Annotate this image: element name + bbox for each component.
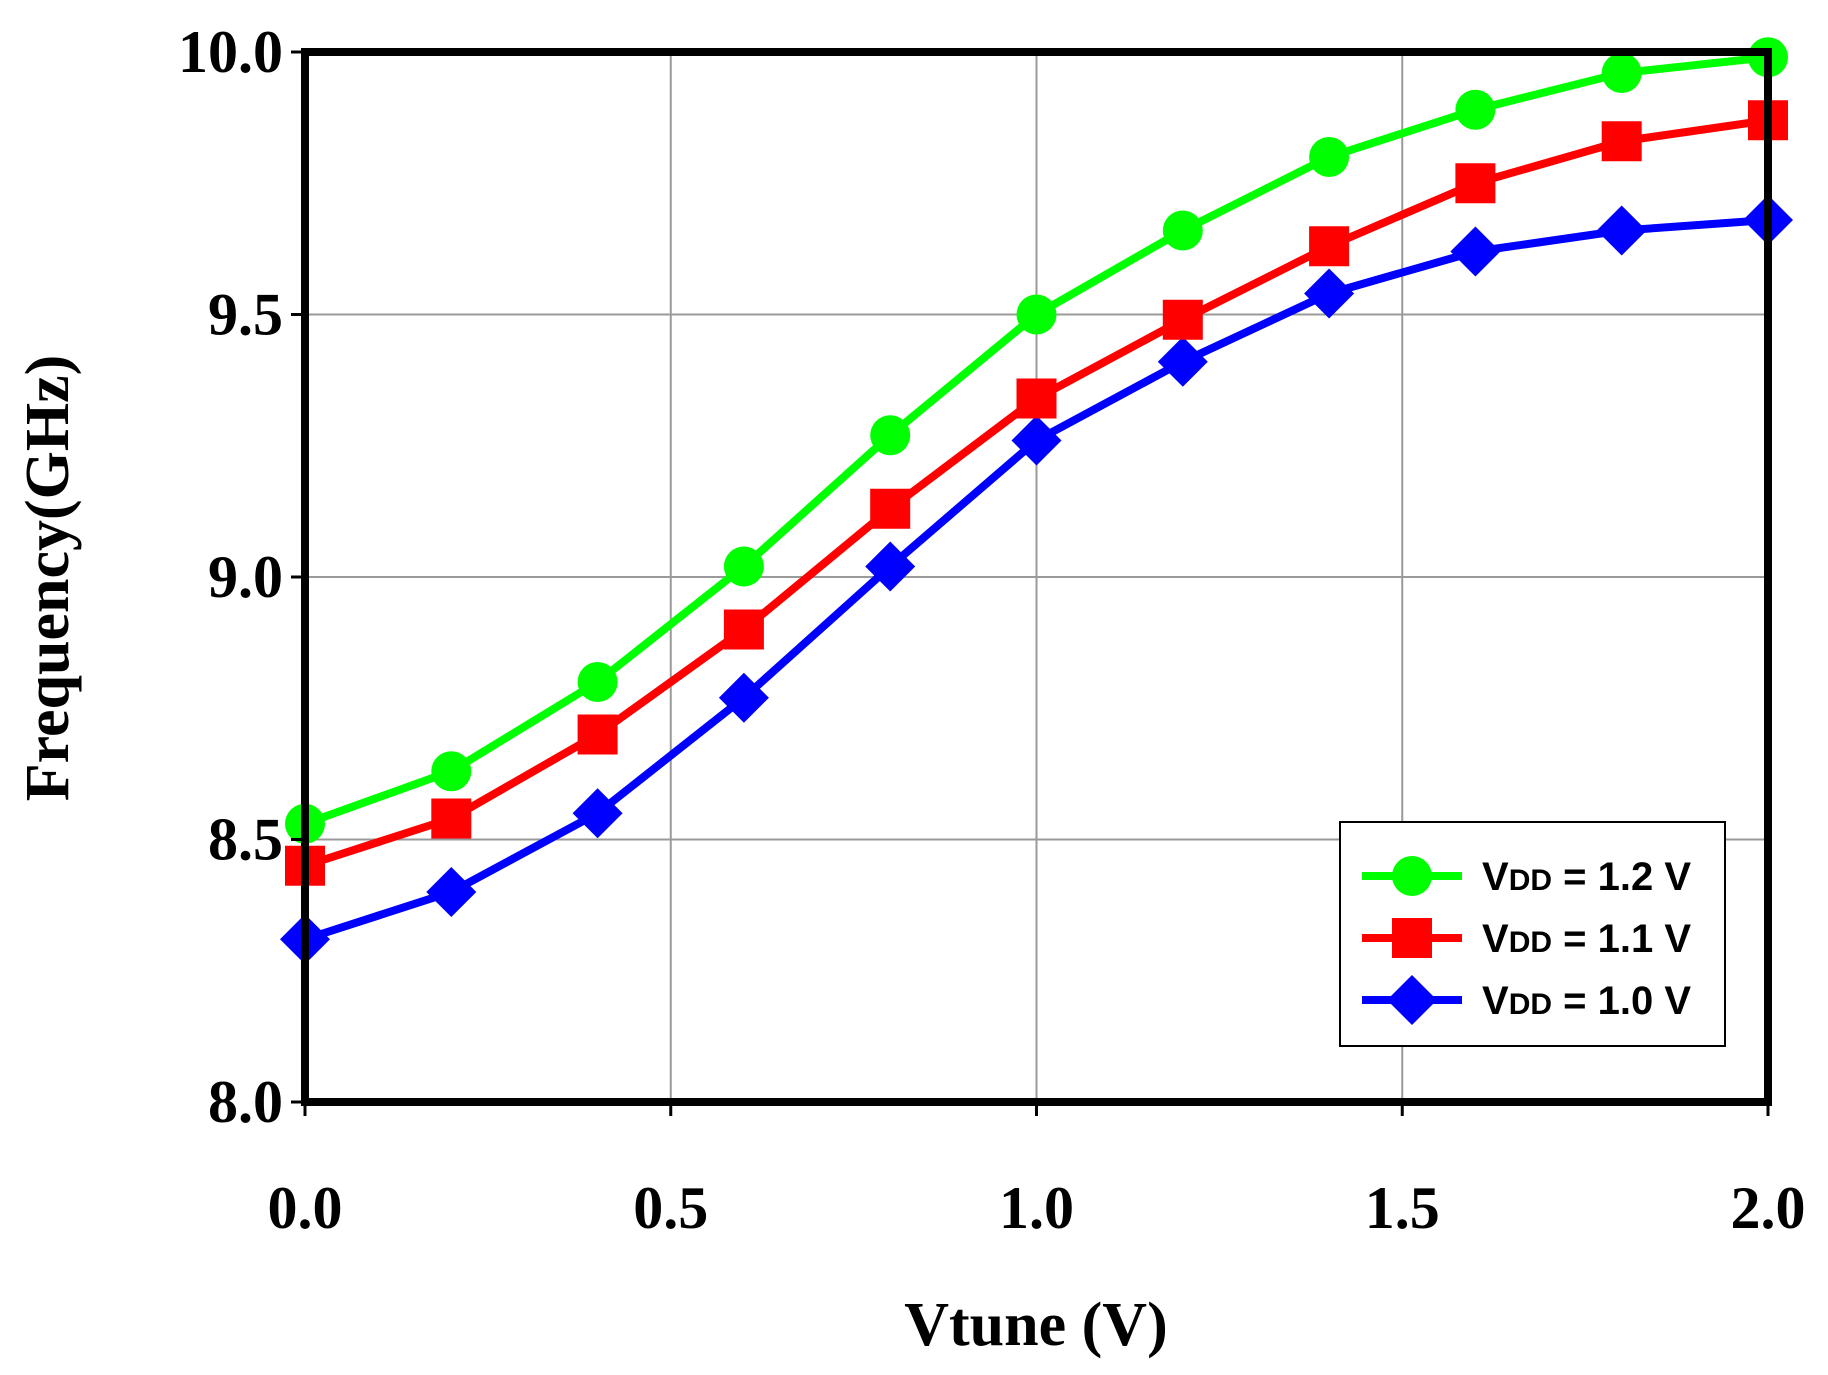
y-tick-label: 8.5: [208, 807, 283, 873]
data-point: [1157, 336, 1208, 387]
legend-entries: VDD = 1.2 V VDD = 1.1 V VDD = 1.0 V: [1362, 855, 1691, 1025]
legend-label: VDD = 1.2 V: [1482, 855, 1691, 899]
data-point: [577, 714, 618, 755]
data-point: [1309, 226, 1350, 267]
data-point: [723, 546, 764, 587]
data-point: [1304, 268, 1355, 319]
legend-swatch-marker: [1387, 975, 1437, 1025]
data-point: [865, 541, 916, 592]
data-point: [431, 751, 472, 792]
data-point: [1601, 53, 1642, 93]
tick-marks: [291, 50, 1770, 1116]
y-tick-label: 9.0: [208, 544, 283, 610]
x-axis-title: Vtune (V): [904, 1291, 1167, 1359]
data-point: [431, 798, 472, 839]
legend-entry: VDD = 1.1 V: [1362, 917, 1691, 961]
legend-entry: VDD = 1.2 V: [1362, 855, 1691, 899]
x-tick-label: 0.0: [268, 1175, 343, 1241]
legend: VDD = 1.2 V VDD = 1.1 V VDD = 1.0 V: [1339, 821, 1726, 1047]
y-tick-label: 8.0: [208, 1069, 283, 1135]
series-diamond: [280, 195, 1793, 965]
x-tick-label: 2.0: [1731, 1175, 1806, 1241]
data-point: [1455, 163, 1496, 204]
data-point: [870, 415, 911, 456]
data-point: [870, 488, 911, 529]
data-point: [1596, 205, 1647, 256]
y-tick-label: 9.5: [208, 282, 283, 348]
legend-label: VDD = 1.0 V: [1482, 979, 1691, 1023]
series-circle: [285, 37, 1788, 844]
series-layer: [280, 37, 1793, 965]
x-tick-label: 1.5: [1365, 1175, 1440, 1241]
data-point: [723, 609, 764, 650]
y-tick-label: 10.0: [178, 19, 283, 85]
y-axis-title: Frequency(GHz): [14, 355, 82, 802]
data-point: [1309, 137, 1350, 177]
data-point: [1011, 415, 1062, 466]
data-point: [1162, 299, 1203, 340]
data-point: [577, 662, 618, 702]
legend-swatch-marker: [1392, 856, 1432, 896]
legend-label: VDD = 1.1 V: [1482, 917, 1691, 961]
tick-labels: 0.0 0.5 1.0 1.5 2.0 8.0 8.5 9.0 9.5 10.0: [178, 19, 1806, 1241]
data-point: [718, 672, 769, 723]
x-tick-label: 0.5: [633, 1175, 708, 1241]
data-point: [1016, 294, 1057, 335]
data-point: [1455, 89, 1496, 130]
legend-entry: VDD = 1.0 V: [1362, 975, 1691, 1025]
series-square: [285, 100, 1788, 886]
data-point: [572, 788, 623, 839]
x-tick-label: 1.0: [999, 1175, 1074, 1241]
data-point: [426, 867, 477, 917]
data-point: [1601, 121, 1642, 162]
data-point: [1162, 210, 1203, 251]
data-point: [1450, 226, 1501, 277]
data-point: [1016, 378, 1057, 419]
legend-swatch-marker: [1392, 918, 1432, 958]
